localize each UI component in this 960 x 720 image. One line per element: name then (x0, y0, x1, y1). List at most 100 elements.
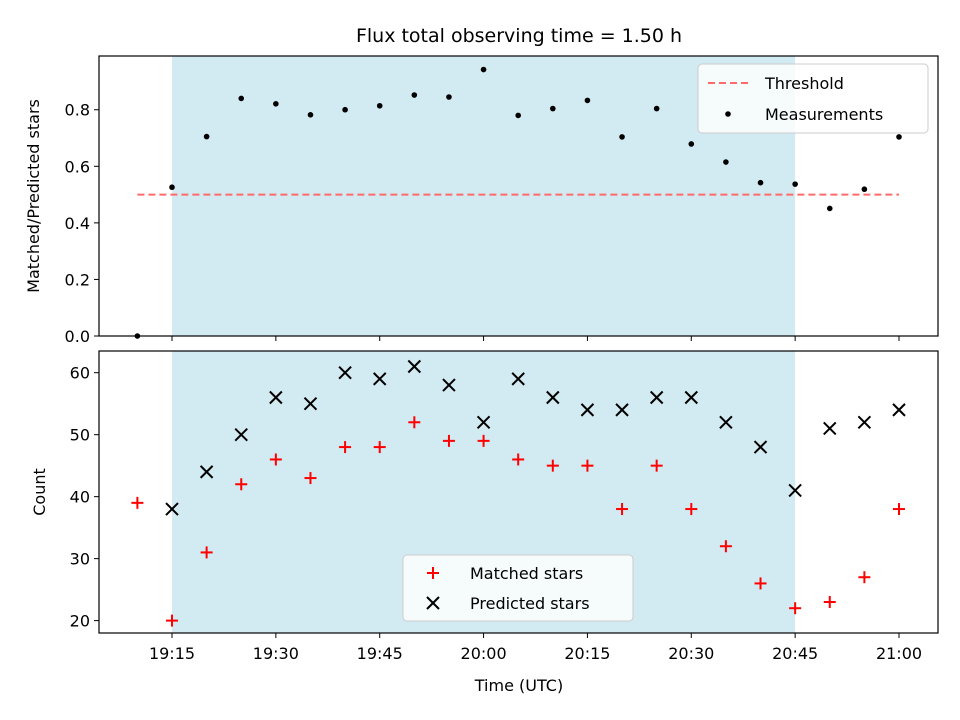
x-axis-label: Time (UTC) (474, 676, 563, 695)
matched-star-point (200, 546, 213, 559)
matched-star-point (581, 459, 594, 472)
matched-star-point (823, 596, 836, 609)
legend-predicted-label: Predicted stars (470, 594, 590, 613)
y-tick-label: 50 (70, 426, 90, 445)
y-tick-label: 0.2 (65, 270, 90, 289)
predicted-star-point (649, 390, 664, 405)
x-tick-label: 19:30 (253, 644, 299, 663)
bottom-legend: Matched stars Predicted stars (402, 554, 634, 622)
matched-star-point (235, 478, 248, 491)
measurement-point (653, 105, 660, 112)
predicted-star-point (511, 372, 525, 386)
measurement-point (861, 186, 868, 193)
x-tick-label: 21:00 (876, 644, 922, 663)
y-tick-label: 40 (70, 488, 90, 507)
y-tick-label: 0.8 (65, 101, 90, 120)
top-axes-frame (98, 55, 939, 337)
bottom-axes-frame (98, 350, 939, 634)
top-legend: Threshold Measurements (697, 63, 929, 134)
y-tick-label: 30 (70, 550, 90, 569)
y-tick-label: 0.0 (65, 327, 90, 346)
matched-star-point (719, 540, 732, 553)
matched-star-point (650, 459, 663, 472)
predicted-star-point (892, 403, 906, 417)
legend-threshold-label: Threshold (764, 74, 844, 93)
measurement-point (307, 112, 314, 118)
x-tick-label: 20:30 (668, 644, 714, 663)
matched-star-point (131, 496, 144, 509)
measurement-point (619, 134, 625, 140)
matched-star-point (477, 434, 490, 447)
matched-star-point (304, 472, 317, 485)
top-y-axis-label: Matched/Predicted stars (24, 99, 43, 293)
bottom-legend-box (402, 554, 634, 622)
measurement-point (480, 66, 487, 73)
legend-predicted-marker (426, 596, 440, 610)
matched-star-point (269, 453, 282, 466)
top-axes: 0.00.20.40.60.8 Matched/Predicted stars … (24, 55, 939, 346)
top-plot-marks (134, 66, 902, 339)
matched-star-point (546, 459, 559, 472)
x-tick-label: 20:15 (564, 644, 610, 663)
matched-star-point (408, 416, 421, 429)
x-tick-label: 19:15 (149, 644, 195, 663)
bottom-plot-marks (131, 359, 906, 627)
predicted-star-point (442, 378, 456, 392)
bottom-y-axis-label: Count (30, 468, 49, 516)
measurement-point (723, 159, 729, 165)
matched-star-point (442, 434, 455, 447)
bottom-y-ticks: 20 30 40 50 60 (70, 364, 99, 631)
measurement-point (515, 112, 521, 119)
predicted-star-point (234, 427, 248, 442)
predicted-star-point (165, 502, 179, 516)
top-x-ticks (171, 336, 900, 341)
matched-star-point (512, 453, 525, 466)
x-tick-label: 20:00 (461, 644, 507, 663)
legend-matched-label: Matched stars (470, 564, 583, 583)
y-tick-label: 0.6 (65, 157, 90, 176)
measurement-point (169, 184, 175, 191)
measurement-point (376, 102, 383, 109)
chart-title: Flux total observing time = 1.50 h (356, 25, 682, 47)
measurement-point (203, 133, 210, 140)
measurement-point (757, 179, 764, 186)
predicted-star-point (546, 390, 560, 405)
matched-star-point (858, 571, 871, 584)
matched-star-point (339, 441, 352, 454)
measurement-point (896, 134, 902, 140)
predicted-star-point (753, 440, 768, 454)
y-tick-label: 60 (70, 364, 90, 383)
matched-star-point (754, 577, 767, 590)
predicted-star-point (684, 390, 698, 405)
predicted-star-point (269, 390, 283, 405)
top-y-ticks: 0.0 0.2 0.4 0.6 0.8 (65, 101, 99, 346)
measurement-point (550, 105, 556, 112)
predicted-star-point (199, 465, 214, 479)
x-tick-label: 20:45 (772, 644, 818, 663)
predicted-star-point (580, 403, 595, 417)
predicted-star-point (719, 415, 733, 429)
measurement-point (411, 92, 418, 98)
matched-star-point (789, 602, 802, 615)
bottom-axes: 20 30 40 50 60 19:15 19:30 19:45 20:00 20:15 20:3… (30, 350, 939, 695)
measurement-point (826, 205, 833, 212)
measurement-point (584, 97, 591, 104)
measurement-point (238, 95, 245, 102)
y-tick-label: 0.4 (65, 214, 90, 233)
measurement-point (688, 141, 695, 147)
measurement-point (446, 94, 452, 100)
x-tick-label: 19:45 (357, 644, 403, 663)
legend-measurements-label: Measurements (765, 105, 883, 124)
matched-star-point (373, 441, 386, 454)
measurement-point (273, 100, 279, 107)
predicted-star-point (338, 365, 352, 380)
measurement-point (792, 181, 798, 187)
matched-star-point (685, 503, 698, 516)
predicted-star-point (615, 403, 629, 417)
legend-matched-marker (427, 567, 439, 579)
predicted-star-point (476, 415, 491, 429)
predicted-star-point (857, 415, 872, 429)
top-legend-box (697, 63, 929, 134)
predicted-star-point (823, 421, 837, 436)
